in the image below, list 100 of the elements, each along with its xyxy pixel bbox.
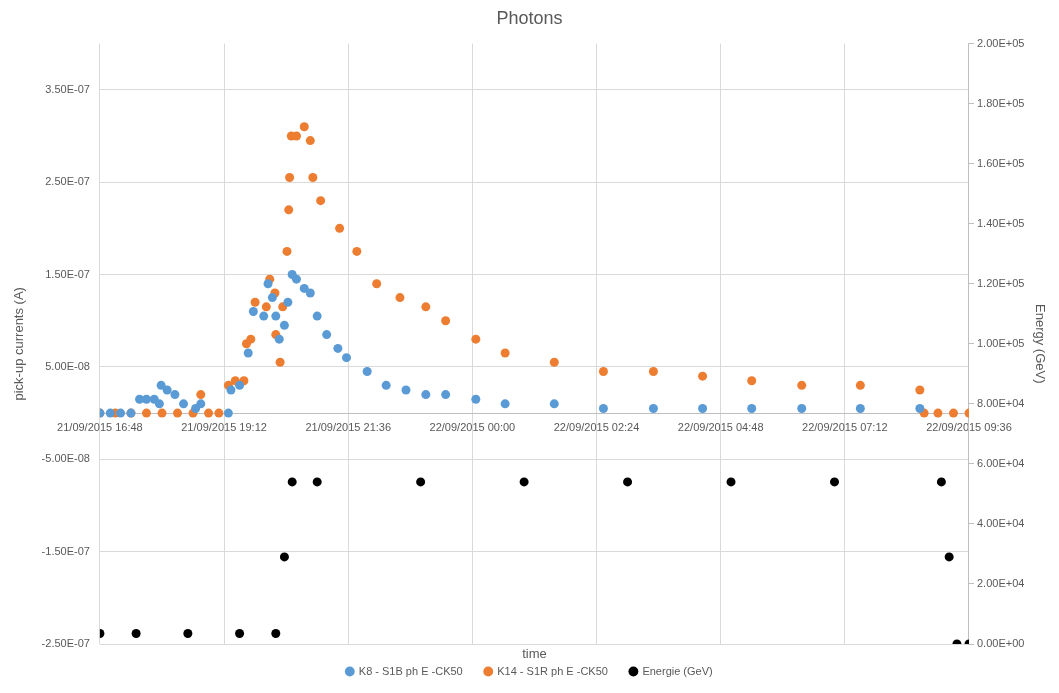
point bbox=[372, 279, 382, 289]
point bbox=[170, 390, 180, 400]
point bbox=[335, 223, 345, 233]
point bbox=[196, 390, 206, 400]
y2-tick-label: 1.20E+05 bbox=[976, 276, 1025, 289]
point bbox=[598, 403, 608, 413]
point bbox=[243, 348, 253, 358]
point bbox=[598, 367, 608, 377]
y2-tick-label: 2.00E+04 bbox=[976, 576, 1025, 589]
y-tick-label: -1.50E-07 bbox=[41, 544, 90, 557]
point bbox=[441, 316, 451, 326]
point bbox=[829, 477, 839, 487]
point bbox=[271, 311, 281, 321]
point bbox=[308, 173, 318, 183]
point bbox=[204, 408, 214, 418]
y2-tick-label: 1.00E+05 bbox=[976, 336, 1025, 349]
y2-axis-title: Energy (GeV) bbox=[1032, 304, 1048, 384]
point bbox=[333, 343, 343, 353]
legend-label: Energie (GeV) bbox=[642, 664, 713, 677]
point bbox=[623, 477, 633, 487]
x-tick-label: 22/09/2015 02:24 bbox=[553, 420, 640, 433]
point bbox=[915, 385, 925, 395]
point bbox=[352, 246, 362, 256]
point bbox=[179, 399, 189, 409]
point bbox=[291, 274, 301, 284]
x-tick-label: 21/09/2015 19:12 bbox=[181, 420, 267, 433]
point bbox=[500, 399, 510, 409]
point bbox=[154, 399, 164, 409]
point bbox=[855, 403, 865, 413]
y-tick-label: 2.50E-07 bbox=[45, 175, 90, 188]
y2-tick-label: 6.00E+04 bbox=[976, 456, 1025, 469]
point bbox=[246, 334, 256, 344]
y-tick-label: 5.00E-08 bbox=[45, 359, 90, 372]
y2-tick-label: 2.00E+05 bbox=[976, 36, 1025, 49]
point bbox=[284, 205, 294, 215]
y2-tick-label: 0.00E+00 bbox=[976, 637, 1025, 650]
point bbox=[747, 403, 757, 413]
point bbox=[648, 367, 658, 377]
point bbox=[322, 330, 332, 340]
point bbox=[341, 353, 351, 363]
point bbox=[421, 390, 431, 400]
point bbox=[305, 136, 315, 146]
point bbox=[421, 302, 431, 312]
point bbox=[250, 297, 260, 307]
y-tick-label: 1.50E-07 bbox=[45, 267, 90, 280]
point bbox=[214, 408, 224, 418]
point bbox=[282, 246, 292, 256]
point bbox=[936, 477, 946, 487]
point bbox=[157, 408, 167, 418]
legend-label: K14 - S1R ph E -CK50 bbox=[497, 664, 608, 677]
point bbox=[698, 403, 708, 413]
point bbox=[223, 408, 233, 418]
y-tick-label: -2.50E-07 bbox=[41, 637, 90, 650]
x-axis-title: time bbox=[522, 646, 547, 662]
point bbox=[275, 357, 285, 367]
point bbox=[933, 408, 943, 418]
x-tick-label: 22/09/2015 09:36 bbox=[926, 420, 1012, 433]
point bbox=[549, 357, 559, 367]
point bbox=[283, 297, 293, 307]
x-tick-label: 22/09/2015 00:00 bbox=[429, 420, 516, 433]
point bbox=[299, 122, 309, 132]
y-axis-title: pick-up currents (A) bbox=[11, 287, 27, 401]
point bbox=[519, 477, 529, 487]
point bbox=[226, 385, 236, 395]
point bbox=[726, 477, 736, 487]
point bbox=[500, 348, 510, 358]
point bbox=[915, 403, 925, 413]
point bbox=[183, 628, 193, 638]
y-tick-label: 3.50E-07 bbox=[45, 82, 90, 95]
point bbox=[948, 408, 958, 418]
point bbox=[395, 293, 405, 303]
point bbox=[312, 477, 322, 487]
point bbox=[279, 320, 289, 330]
point bbox=[471, 334, 481, 344]
point bbox=[549, 399, 559, 409]
point bbox=[648, 403, 658, 413]
legend-label: K8 - S1B ph E -CK50 bbox=[358, 664, 463, 677]
point bbox=[105, 408, 115, 418]
point bbox=[416, 477, 426, 487]
point bbox=[235, 628, 245, 638]
point bbox=[173, 408, 183, 418]
point bbox=[156, 380, 166, 390]
point bbox=[285, 173, 295, 183]
point bbox=[305, 288, 315, 298]
point bbox=[471, 394, 481, 404]
y2-tick-label: 4.00E+04 bbox=[976, 516, 1025, 529]
x-tick-label: 21/09/2015 16:48 bbox=[57, 420, 143, 433]
point bbox=[401, 385, 411, 395]
point bbox=[271, 628, 281, 638]
point bbox=[312, 311, 322, 321]
x-tick-label: 21/09/2015 21:36 bbox=[305, 420, 392, 433]
chart-title: Photons bbox=[496, 7, 563, 28]
point bbox=[944, 552, 954, 562]
point bbox=[263, 279, 273, 289]
point bbox=[316, 196, 326, 206]
point bbox=[131, 628, 141, 638]
point bbox=[162, 385, 172, 395]
point bbox=[381, 380, 391, 390]
point bbox=[299, 283, 309, 293]
y2-tick-label: 1.60E+05 bbox=[976, 156, 1025, 169]
